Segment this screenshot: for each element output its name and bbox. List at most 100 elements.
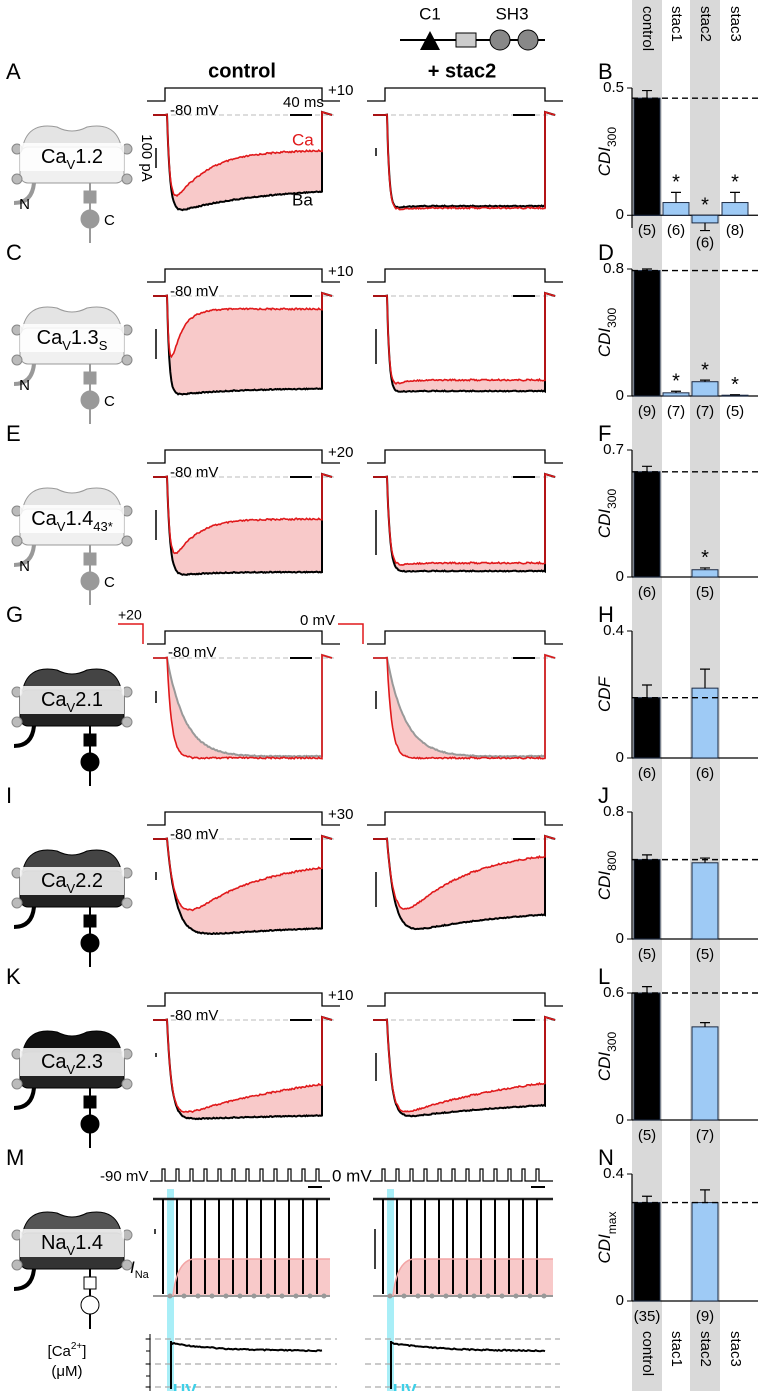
ca-rise — [172, 1258, 330, 1297]
c-terminus-label: C — [104, 574, 115, 591]
channel-number: 2.3 — [75, 1051, 103, 1073]
current-label: INa — [130, 1258, 150, 1280]
y-tick-label: 0 — [616, 1292, 624, 1309]
y-tick-label: 0 — [616, 206, 624, 223]
zero-dot — [541, 1293, 547, 1299]
channel-label: CaV1.443* — [31, 508, 113, 534]
zero-dot — [429, 1293, 435, 1299]
channel-label-box — [20, 505, 124, 533]
bar — [721, 202, 749, 216]
channel-label-box — [20, 867, 124, 895]
c-domain — [83, 190, 97, 204]
trace-other — [153, 291, 333, 396]
trace-ca — [153, 653, 333, 760]
voltage-protocol — [367, 811, 563, 826]
n-label: (35) — [634, 1308, 661, 1325]
channel-subscript: S — [99, 338, 108, 353]
zero-dot — [167, 1293, 173, 1299]
n-terminus — [13, 363, 36, 386]
trace-difference — [173, 1259, 330, 1296]
ba-label: Ba — [292, 190, 313, 209]
trace-difference — [167, 474, 332, 575]
channel-subscript: V — [67, 1062, 76, 1077]
significance-star: * — [701, 195, 709, 217]
chart-letter: J — [598, 783, 609, 808]
zero-dot — [279, 1293, 285, 1299]
n-terminus-label: N — [19, 558, 30, 575]
c-domain — [83, 733, 97, 747]
sh3-domain — [489, 29, 511, 51]
y-axis-label-main: CDI — [595, 1052, 614, 1082]
trace-ca — [373, 110, 556, 211]
channel-label-box — [20, 1229, 124, 1257]
n-terminus — [13, 1087, 36, 1110]
ca-trace — [391, 1341, 546, 1353]
error-bar — [700, 857, 710, 863]
y-axis-label-sub: max — [605, 1212, 619, 1235]
y-axis-label-main: CDF — [595, 675, 614, 712]
y-axis-label-main: CDI — [595, 328, 614, 358]
trace-difference — [387, 836, 555, 930]
channel-name: Ca — [41, 870, 67, 892]
step-label: +20 — [328, 444, 353, 461]
chart-letter: F — [598, 421, 611, 446]
bar — [633, 1202, 661, 1302]
channel-knob — [11, 1078, 23, 1090]
trace-difference — [387, 474, 555, 572]
n-terminus — [13, 1268, 36, 1291]
channel-label-box — [20, 686, 124, 714]
error-bar — [642, 89, 652, 99]
channel-knob — [11, 716, 23, 728]
zero-dot — [237, 1293, 243, 1299]
linker — [455, 32, 477, 48]
y-axis-label: CDImax — [595, 1212, 619, 1264]
trace-other — [373, 110, 556, 209]
channel-subscript: V — [67, 700, 76, 715]
trace-difference — [387, 1017, 555, 1117]
n-terminus — [13, 182, 36, 205]
panel-letter: E — [6, 421, 21, 446]
column-label: stac2 — [697, 1331, 714, 1367]
channel-knob — [11, 1259, 23, 1271]
channel-cartoon: CaV2.3 — [11, 1030, 133, 1148]
panel-letter: M — [6, 1145, 24, 1170]
column-label: stac2 — [697, 6, 714, 42]
trace-other — [153, 1015, 333, 1121]
c-domain — [80, 933, 100, 953]
significance-star: * — [701, 547, 709, 569]
zero-dot — [181, 1293, 187, 1299]
hold-label: -80 mV — [170, 1007, 218, 1024]
chart-letter: B — [598, 59, 613, 84]
channel-subscript: V — [67, 1243, 76, 1258]
trace-difference — [167, 836, 332, 934]
channel-number: 1.4 — [75, 1232, 103, 1254]
trace-ca — [153, 834, 333, 912]
n-label: (6) — [696, 235, 714, 252]
uv-band — [167, 1189, 174, 1391]
channel-label: NaV1.4 — [41, 1232, 103, 1258]
voltage-protocol — [367, 268, 563, 283]
channel-label: CaV1.2 — [41, 146, 103, 172]
c-domain — [80, 752, 100, 772]
significance-star: * — [701, 359, 709, 381]
y-axis-label-sub: 300 — [605, 1032, 619, 1052]
prepulse — [338, 623, 364, 644]
n-label: (5) — [696, 946, 714, 963]
bar — [691, 1202, 719, 1302]
pulse-train — [370, 1168, 553, 1182]
channel-number: 1.4 — [65, 508, 93, 530]
channel-knob — [11, 897, 23, 909]
y-tick-label: 0 — [616, 930, 624, 947]
y-tick-label: 0.5 — [603, 79, 624, 96]
channel-subscript: V — [67, 157, 76, 172]
y-axis-label-sub: 300 — [605, 127, 619, 147]
channel-number: 1.2 — [75, 146, 103, 168]
voltage-protocol — [147, 87, 340, 102]
trace-other — [153, 834, 333, 936]
y-axis-label: CDI300 — [595, 127, 619, 177]
voltage-protocol — [367, 992, 563, 1007]
trace-difference — [387, 112, 555, 210]
current-main: I — [130, 1258, 135, 1277]
channel-label-box — [20, 1048, 124, 1076]
